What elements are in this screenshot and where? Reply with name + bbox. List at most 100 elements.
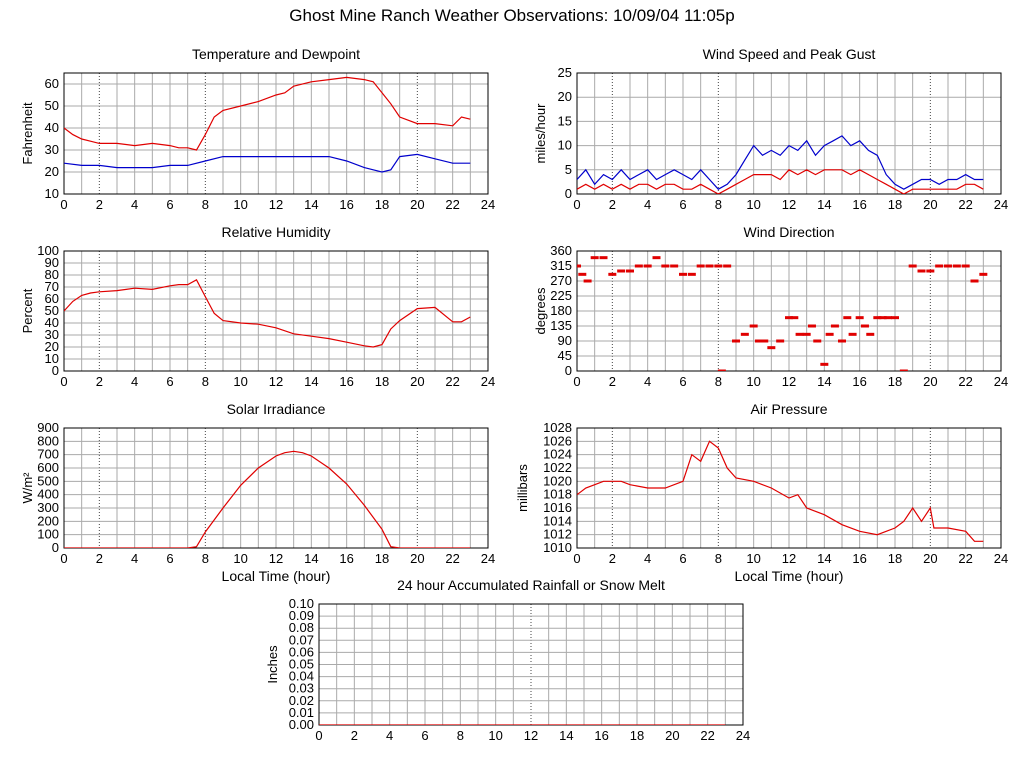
x-tick-label: 10 (746, 551, 760, 566)
x-tick-label: 24 (481, 374, 495, 389)
x-tick-label: 24 (994, 374, 1008, 389)
chart-title: Wind Direction (743, 224, 834, 240)
data-point (714, 264, 723, 268)
chart-title: Relative Humidity (222, 224, 331, 240)
y-tick-label: 30 (45, 142, 59, 157)
x-tick-label: 10 (233, 374, 247, 389)
x-tick-label: 16 (339, 374, 353, 389)
x-tick-label: 22 (445, 374, 459, 389)
chart-title: Temperature and Dewpoint (192, 46, 360, 62)
x-tick-label: 2 (96, 551, 103, 566)
data-point (961, 264, 970, 268)
x-tick-label: 20 (923, 374, 937, 389)
chart-title: Air Pressure (750, 401, 827, 417)
x-tick-label: 10 (233, 197, 247, 212)
data-point (795, 332, 804, 336)
y-tick-label: 1020 (543, 473, 572, 488)
x-tick-label: 6 (166, 197, 173, 212)
data-point (891, 316, 899, 320)
data-point (944, 264, 952, 268)
x-tick-label: 22 (445, 197, 459, 212)
y-tick-label: 70 (45, 279, 59, 294)
y-tick-label: 10 (558, 138, 572, 153)
x-tick-label: 18 (375, 197, 389, 212)
x-tick-label: 10 (746, 374, 760, 389)
y-tick-label: 20 (558, 89, 572, 104)
y-tick-label: 60 (45, 291, 59, 306)
x-tick-label: 0 (315, 728, 322, 743)
x-tick-label: 16 (852, 551, 866, 566)
x-tick-label: 8 (715, 197, 722, 212)
data-point (705, 264, 714, 268)
y-axis-label: degrees (533, 287, 548, 334)
y-tick-label: 0 (565, 186, 572, 201)
y-axis-label: Percent (20, 288, 35, 333)
data-point (583, 279, 592, 283)
data-point (807, 324, 816, 328)
data-point (838, 339, 846, 343)
data-point (652, 256, 661, 260)
y-tick-label: 0.02 (289, 693, 314, 708)
plot-frame (63, 72, 489, 195)
x-tick-label: 0 (60, 374, 67, 389)
y-tick-label: 1014 (543, 513, 572, 528)
data-point (952, 264, 961, 268)
x-tick-label: 12 (269, 551, 283, 566)
x-tick-label: 2 (609, 551, 616, 566)
data-point (813, 339, 822, 343)
y-tick-label: 40 (45, 120, 59, 135)
y-tick-label: 300 (37, 500, 59, 515)
data-point (590, 256, 599, 260)
y-tick-label: 315 (550, 258, 572, 273)
y-tick-label: 100 (37, 527, 59, 542)
x-tick-label: 18 (888, 374, 902, 389)
data-point (908, 264, 917, 268)
x-tick-label: 8 (715, 374, 722, 389)
x-tick-label: 22 (958, 551, 972, 566)
y-tick-label: 0.04 (289, 669, 314, 684)
y-axis-label: Inches (265, 645, 280, 684)
y-tick-label: 25 (558, 65, 572, 80)
data-point (679, 272, 687, 276)
data-point (767, 346, 776, 350)
x-tick-label: 0 (60, 551, 67, 566)
y-tick-label: 50 (45, 98, 59, 113)
y-tick-label: 80 (45, 267, 59, 282)
x-tick-label: 22 (958, 374, 972, 389)
x-tick-label: 20 (410, 551, 424, 566)
y-tick-label: 270 (550, 273, 572, 288)
data-point (866, 332, 875, 336)
y-axis-label: millibars (515, 464, 530, 512)
data-point (848, 332, 857, 336)
x-tick-label: 0 (573, 551, 580, 566)
x-tick-label: 24 (736, 728, 750, 743)
x-tick-label: 8 (202, 551, 209, 566)
data-point (970, 279, 979, 283)
data-point (776, 339, 785, 343)
x-tick-label: 8 (202, 197, 209, 212)
x-tick-label: 6 (166, 374, 173, 389)
y-tick-label: 0.00 (289, 717, 314, 732)
y-tick-label: 10 (45, 186, 59, 201)
data-point (760, 339, 769, 343)
x-tick-label: 20 (410, 374, 424, 389)
y-tick-label: 5 (565, 162, 572, 177)
series-line-red (64, 450, 471, 548)
x-tick-label: 8 (715, 551, 722, 566)
y-tick-label: 0 (52, 540, 59, 555)
data-point (661, 264, 670, 268)
y-tick-label: 0.03 (289, 681, 314, 696)
x-tick-label: 14 (304, 551, 318, 566)
x-tick-label: 2 (96, 374, 103, 389)
data-point (878, 316, 887, 320)
x-tick-label: 4 (644, 551, 651, 566)
y-tick-label: 0.07 (289, 632, 314, 647)
data-point (643, 264, 652, 268)
x-tick-label: 20 (923, 197, 937, 212)
y-tick-label: 800 (37, 433, 59, 448)
y-tick-label: 10 (45, 351, 59, 366)
y-tick-label: 20 (45, 339, 59, 354)
